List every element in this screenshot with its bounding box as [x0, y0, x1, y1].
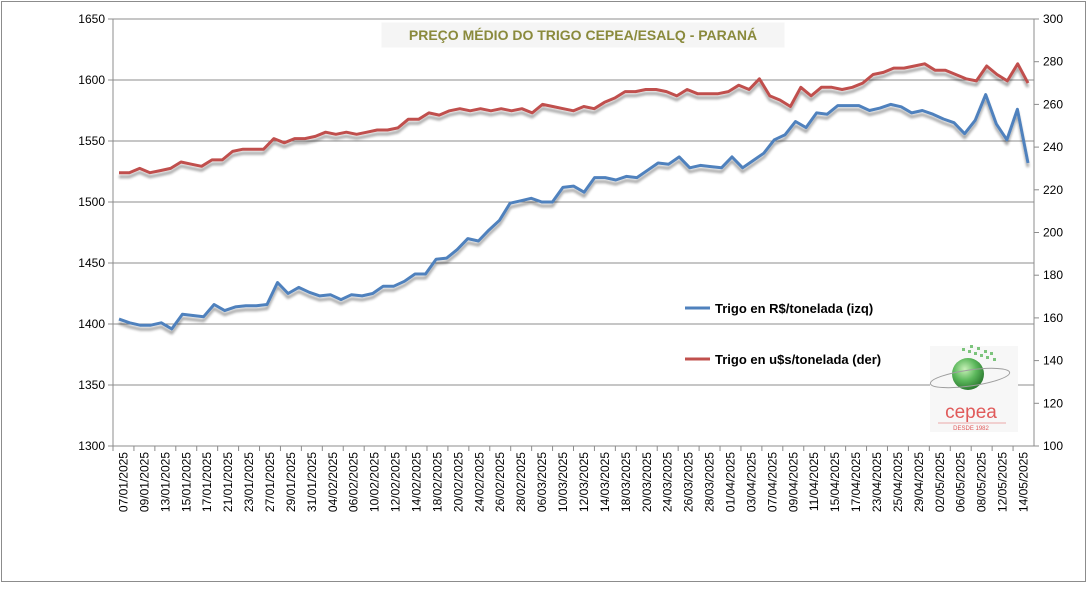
- x-tick-label: 18/02/2025: [430, 452, 444, 512]
- x-tick-label: 31/01/2025: [305, 452, 319, 512]
- x-tick-label: 02/05/2025: [933, 452, 947, 512]
- right-tick-label: 180: [1043, 268, 1063, 282]
- series-group: [118, 62, 1030, 331]
- x-tick-label: 10/02/2025: [368, 452, 382, 512]
- x-tick-label: 11/04/2025: [807, 452, 821, 511]
- right-tick-label: 120: [1043, 396, 1063, 410]
- legend-item-brl: Trigo en R$/tonelada (izq): [685, 301, 873, 316]
- logo-tagline: DESDE 1982: [953, 426, 989, 432]
- x-tick-label: 12/03/2025: [577, 452, 591, 512]
- right-tick-label: 200: [1043, 226, 1063, 240]
- orbit-icon: [929, 367, 1011, 389]
- x-tick-label: 23/01/2025: [242, 452, 256, 512]
- left-tick-label: 1400: [78, 317, 105, 331]
- x-tick-label: 20/03/2025: [640, 452, 654, 512]
- logo-text: cepea: [945, 402, 997, 423]
- x-tick-label: 28/02/2025: [514, 452, 528, 512]
- x-tick-label: 17/01/2025: [200, 452, 214, 512]
- x-axis-ticks: 07/01/2025 09/01/2025 13/01/2025 15/01/2025…: [112, 446, 1031, 512]
- right-tick-label: 160: [1043, 311, 1063, 325]
- x-tick-label: 06/02/2025: [347, 452, 361, 512]
- x-tick-label: 08/05/2025: [975, 452, 989, 512]
- x-tick-label: 26/02/2025: [493, 452, 507, 512]
- x-tick-label: 20/02/2025: [451, 452, 465, 512]
- x-tick-label: 29/04/2025: [912, 452, 926, 512]
- chart-title: PREÇO MÉDIO DO TRIGO CEPEA/ESALQ - PARAN…: [409, 27, 757, 43]
- left-tick-label: 1550: [78, 134, 105, 148]
- left-tick-label: 1600: [78, 73, 105, 87]
- x-tick-label: 14/05/2025: [1017, 452, 1031, 512]
- right-tick-label: 300: [1043, 12, 1063, 26]
- x-tick-label: 09/01/2025: [137, 452, 151, 512]
- x-tick-label: 01/04/2025: [723, 452, 737, 512]
- legend-label-brl: Trigo en R$/tonelada (izq): [715, 301, 873, 316]
- x-tick-label: 06/05/2025: [954, 452, 968, 512]
- right-tick-label: 100: [1043, 439, 1063, 453]
- x-tick-label: 18/03/2025: [619, 452, 633, 512]
- x-tick-label: 07/01/2025: [116, 452, 130, 512]
- right-tick-label: 280: [1043, 55, 1063, 69]
- right-tick-label: 240: [1043, 140, 1063, 154]
- globe-icon: [952, 358, 984, 390]
- x-tick-label: 26/03/2025: [682, 452, 696, 512]
- cepea-logo: cepea DESDE 1982: [929, 345, 1018, 432]
- x-tick-label: 24/02/2025: [472, 452, 486, 512]
- x-tick-label: 29/01/2025: [284, 452, 298, 512]
- left-tick-label: 1500: [78, 195, 105, 209]
- x-tick-label: 07/04/2025: [765, 452, 779, 512]
- x-tick-label: 09/04/2025: [786, 452, 800, 512]
- x-tick-label: 15/01/2025: [179, 452, 193, 512]
- x-tick-label: 28/03/2025: [703, 452, 717, 512]
- x-tick-label: 03/04/2025: [744, 452, 758, 512]
- title-background: [380, 21, 786, 49]
- x-tick-label: 12/02/2025: [389, 452, 403, 512]
- left-tick-label: 1450: [78, 256, 105, 270]
- left-tick-label: 1650: [78, 12, 105, 26]
- left-tick-label: 1300: [78, 439, 105, 453]
- legend: Trigo en R$/tonelada (izq) Trigo en u$s/…: [685, 301, 881, 367]
- x-tick-label: 04/02/2025: [326, 452, 340, 512]
- right-axis-ticks: 100 120 140 160 180 200 220 240 260 280 300: [1034, 12, 1063, 453]
- x-tick-label: 25/04/2025: [891, 452, 905, 512]
- x-tick-label: 14/02/2025: [410, 452, 424, 512]
- x-tick-label: 27/01/2025: [263, 452, 277, 512]
- x-tick-label: 12/05/2025: [996, 452, 1010, 512]
- x-tick-label: 14/03/2025: [598, 452, 612, 512]
- x-tick-label: 13/01/2025: [158, 452, 172, 512]
- x-tick-label: 23/04/2025: [870, 452, 884, 512]
- right-tick-label: 220: [1043, 183, 1063, 197]
- x-tick-label: 10/03/2025: [556, 452, 570, 512]
- right-tick-label: 140: [1043, 354, 1063, 368]
- x-tick-label: 24/03/2025: [661, 452, 675, 512]
- legend-label-usd: Trigo en u$s/tonelada (der): [715, 352, 881, 367]
- left-axis-ticks: 1300 1350 1400 1450 1500 1550 1600 1650: [78, 12, 113, 453]
- x-tick-label: 21/01/2025: [221, 452, 235, 512]
- legend-item-usd: Trigo en u$s/tonelada (der): [685, 352, 881, 367]
- series-line-usd: [119, 62, 1030, 175]
- x-tick-label: 17/04/2025: [849, 452, 863, 512]
- pixel-dots-icon: [962, 345, 996, 361]
- series-line-brl: [118, 93, 1030, 331]
- x-tick-label: 15/04/2025: [828, 452, 842, 512]
- x-tick-label: 06/03/2025: [535, 452, 549, 512]
- right-tick-label: 260: [1043, 97, 1063, 111]
- left-tick-label: 1350: [78, 378, 105, 392]
- grid-lines: [113, 18, 1034, 386]
